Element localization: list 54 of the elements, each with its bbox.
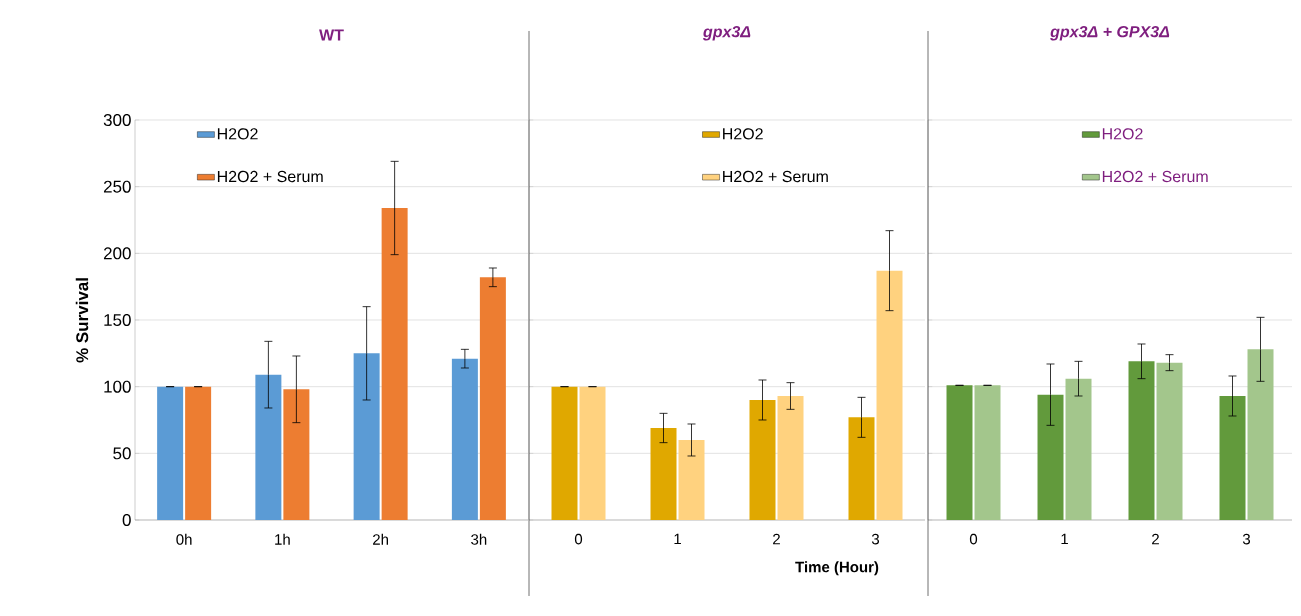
bar (579, 386, 606, 520)
bar (381, 208, 408, 520)
bar (848, 417, 875, 520)
x-tick-label: 0 (574, 533, 583, 545)
x-tick-label: 1h (275, 533, 290, 545)
legend-label: H2O2 + Serum (217, 170, 323, 183)
bar (678, 440, 705, 520)
bar (650, 428, 677, 520)
x-tick-label: 2 (773, 533, 780, 545)
x-axis-title: Time (Hour) (795, 561, 879, 576)
bar (1065, 378, 1092, 520)
x-tick-label: 3 (1242, 533, 1251, 545)
legend-label: H2O2 + Serum (723, 170, 828, 183)
y-tick-label: 50 (113, 447, 131, 460)
chart-title: WT (319, 29, 344, 41)
y-tick-label: 100 (104, 380, 131, 393)
x-tick-label: 0 (969, 533, 978, 545)
bar (1037, 394, 1064, 520)
chart-title: gpx3Δ + GPX3Δ (1050, 25, 1170, 41)
x-tick-label: 2h (373, 533, 388, 545)
bar (1156, 362, 1183, 520)
y-axis-title: % Survival (75, 278, 89, 363)
bar (353, 353, 380, 520)
bar (1128, 361, 1155, 520)
bar (876, 270, 903, 520)
legend-label: H2O2 (217, 128, 258, 140)
bar (946, 385, 973, 520)
x-tick-label: 2 (1152, 533, 1159, 545)
y-tick-label: 0 (122, 513, 131, 527)
bar (451, 358, 478, 520)
x-tick-label: 3 (871, 533, 880, 545)
bar (551, 386, 578, 520)
x-tick-label: 0h (176, 533, 192, 545)
bar (283, 389, 310, 520)
x-tick-label: 3h (471, 533, 487, 545)
bar (157, 386, 184, 520)
x-tick-label: 1 (674, 533, 681, 545)
bar (255, 374, 282, 520)
legend-label: H2O2 + Serum (1102, 170, 1208, 183)
y-tick-label: 300 (103, 113, 131, 127)
chart-title: gpx3Δ (702, 25, 751, 41)
bar (777, 396, 804, 520)
bar (1219, 396, 1246, 520)
bar (1247, 349, 1274, 520)
y-tick-label: 250 (103, 180, 131, 193)
bar (974, 385, 1001, 520)
y-tick-label: 200 (103, 247, 131, 260)
x-tick-label: 1 (1061, 533, 1068, 545)
bar (185, 386, 212, 520)
legend-label: H2O2 (1102, 128, 1143, 140)
bar (749, 400, 776, 520)
bar (479, 277, 506, 520)
y-tick-label: 150 (104, 313, 131, 327)
legend-label: H2O2 (723, 128, 763, 140)
